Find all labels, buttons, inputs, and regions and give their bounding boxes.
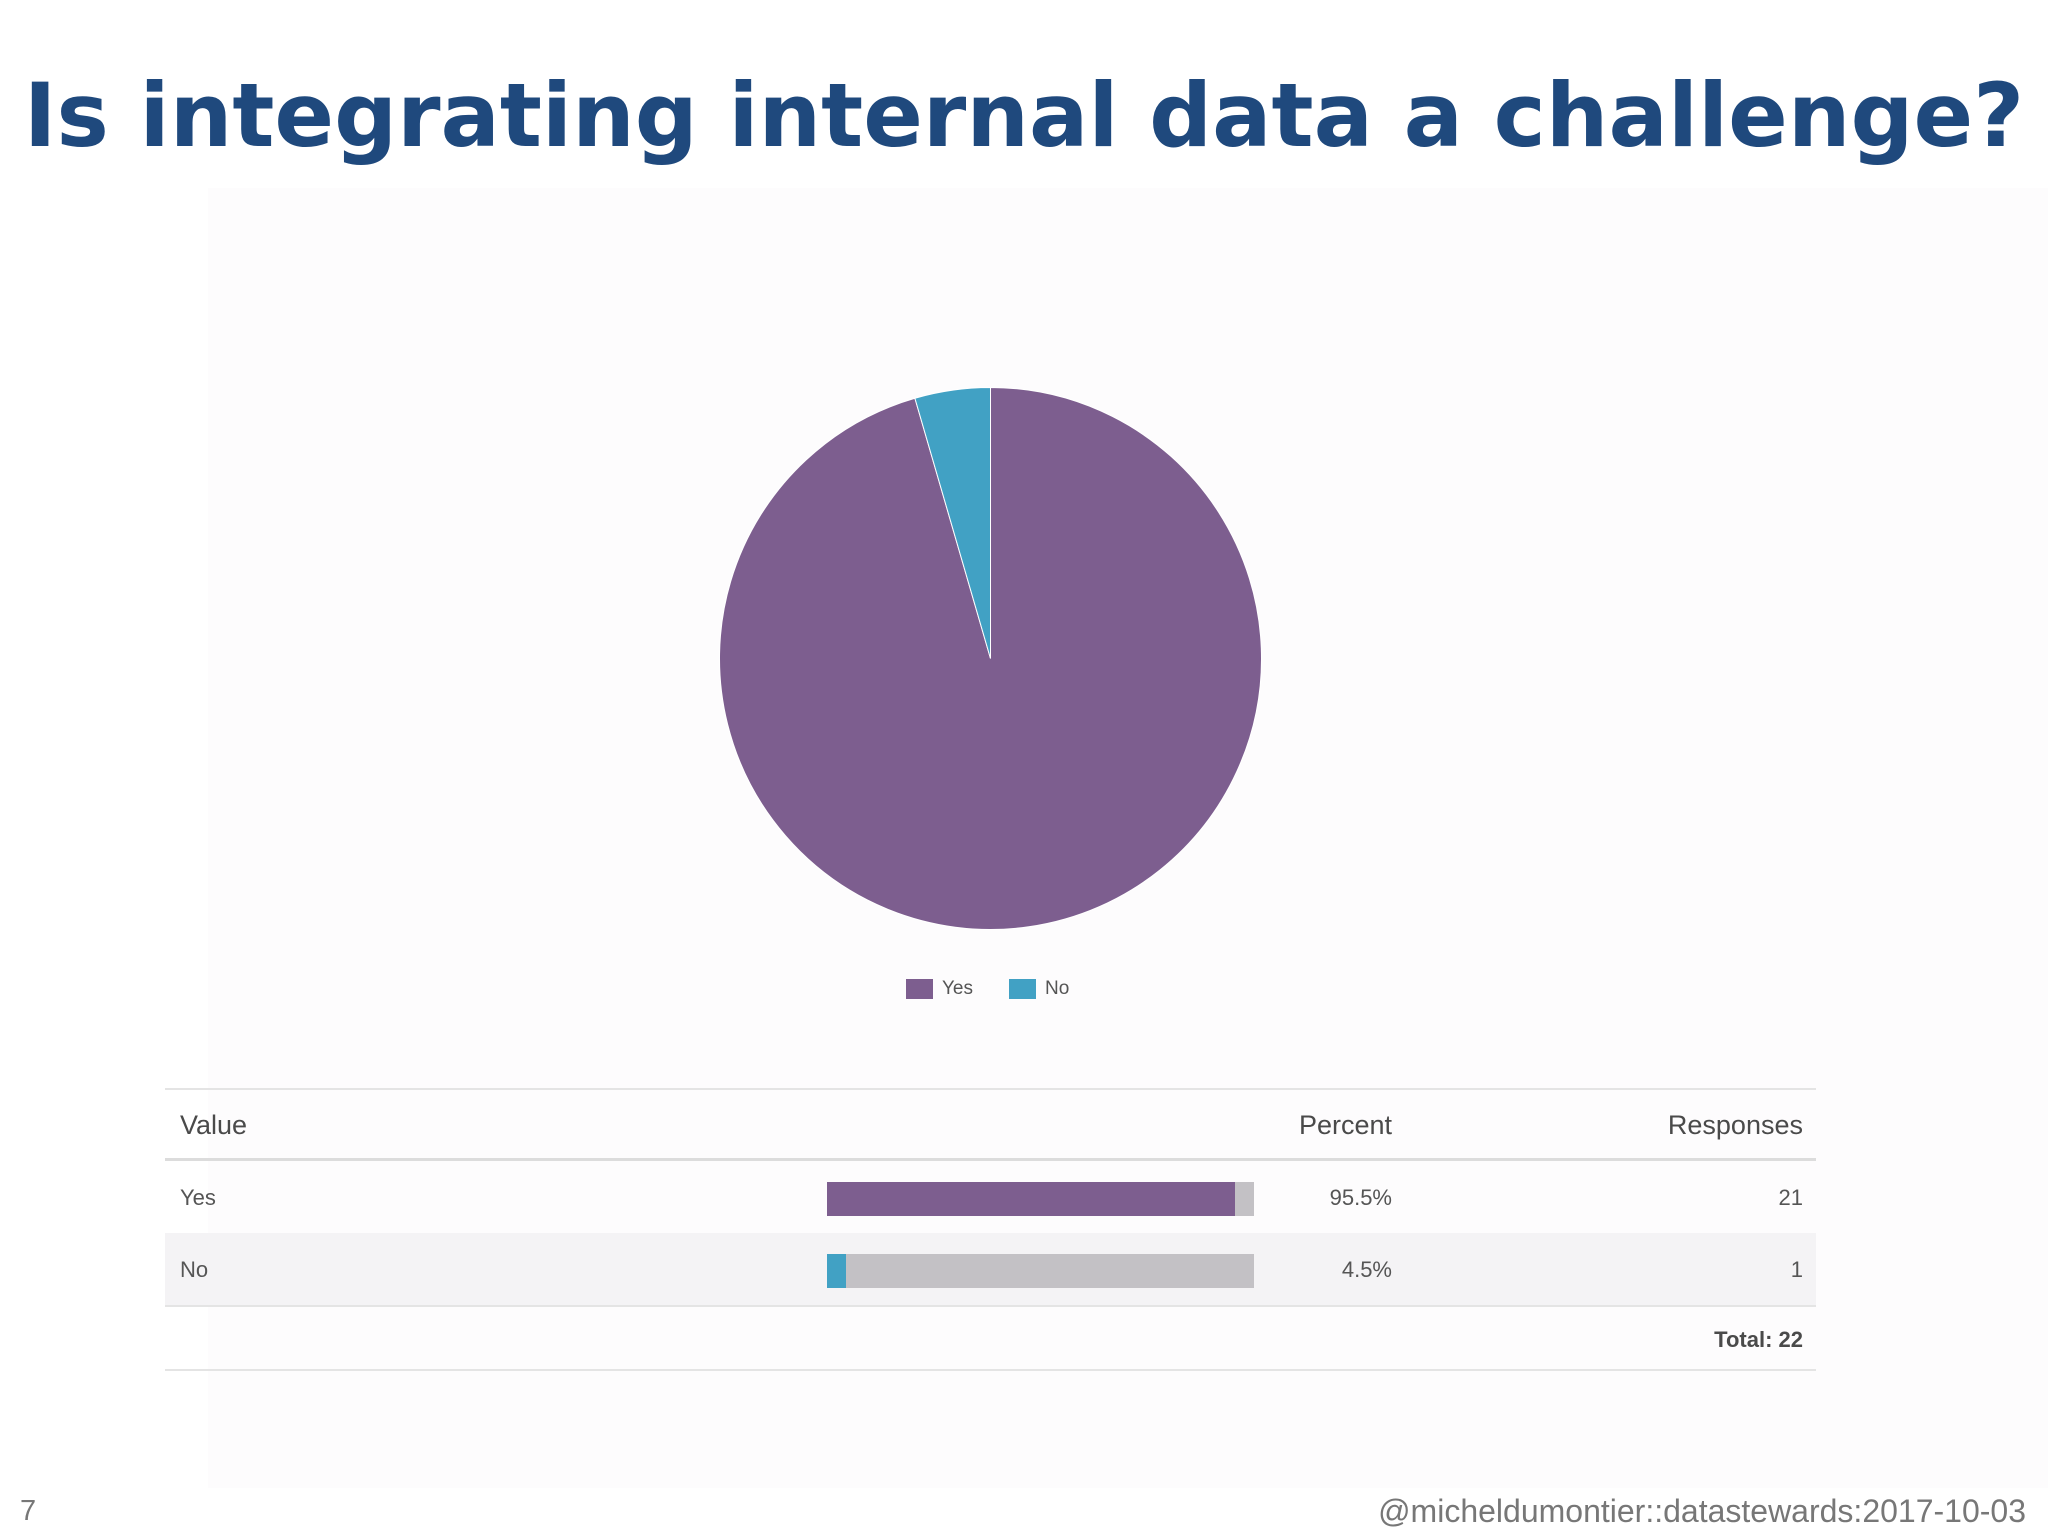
row-percent: 95.5% xyxy=(1329,1185,1392,1210)
row-percent: 4.5% xyxy=(1341,1257,1392,1282)
legend-item-no: No xyxy=(1009,978,1069,1000)
row-value: No xyxy=(180,1257,209,1282)
header-responses: Responses xyxy=(1667,1110,1803,1140)
percent-bar-fill xyxy=(827,1254,847,1288)
legend-item-yes: Yes xyxy=(906,978,973,1000)
results-table: Value Percent Responses Yes 95.5% 21 No … xyxy=(165,1088,1816,1371)
pie-chart-svg xyxy=(719,386,1262,930)
legend-swatch xyxy=(1009,979,1036,999)
table-header: Value Percent Responses xyxy=(165,1088,1816,1161)
percent-bar xyxy=(827,1182,1254,1216)
table-row: Yes 95.5% 21 xyxy=(165,1161,1816,1233)
legend-label: Yes xyxy=(942,978,973,999)
row-value: Yes xyxy=(180,1185,216,1210)
pie-chart xyxy=(718,386,1263,931)
header-percent: Percent xyxy=(1298,1110,1392,1140)
legend-label: No xyxy=(1045,978,1070,999)
slide-number: 7 xyxy=(20,1495,37,1527)
table-total-row: Total: 22 xyxy=(165,1305,1816,1371)
row-responses: 21 xyxy=(1778,1185,1803,1210)
footer-credit: @micheldumontier::datastewards:2017-10-0… xyxy=(1378,1493,2026,1529)
slide-title: Is integrating internal data a challenge… xyxy=(23,64,2025,167)
total-responses: Total: 22 xyxy=(1714,1327,1803,1352)
chart-legend: Yes No xyxy=(906,978,1105,1000)
pie-slice-no xyxy=(914,386,991,659)
legend-swatch xyxy=(906,979,933,999)
percent-bar xyxy=(827,1254,1254,1288)
row-responses: 1 xyxy=(1790,1257,1803,1282)
percent-bar-fill xyxy=(827,1182,1235,1216)
table-row: No 4.5% 1 xyxy=(165,1233,1816,1305)
header-value: Value xyxy=(180,1110,248,1140)
